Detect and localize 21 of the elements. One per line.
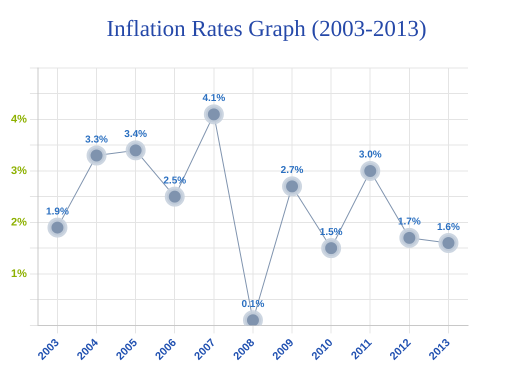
data-label: 3.4% [124,129,148,140]
y-tick-label: 2% [10,216,28,228]
data-label: 4.1% [202,93,226,104]
y-tick-label: 4% [10,114,28,126]
y-tick-label: 3% [10,164,28,177]
point [204,104,224,124]
chart-title: Inflation Rates Graph (2003-2013) [105,15,428,43]
point [47,218,68,238]
data-label: 3.3% [85,134,108,146]
data-label: 2.7% [280,165,304,176]
point [321,238,342,258]
point [399,228,420,248]
data-label: 3.0% [358,150,382,161]
point [360,160,380,181]
point [86,146,107,166]
data-label: 1.6% [437,222,460,233]
y-tick-label: 1% [10,268,28,280]
point [438,233,458,254]
point [164,186,185,207]
point [126,140,146,160]
point [282,176,302,196]
